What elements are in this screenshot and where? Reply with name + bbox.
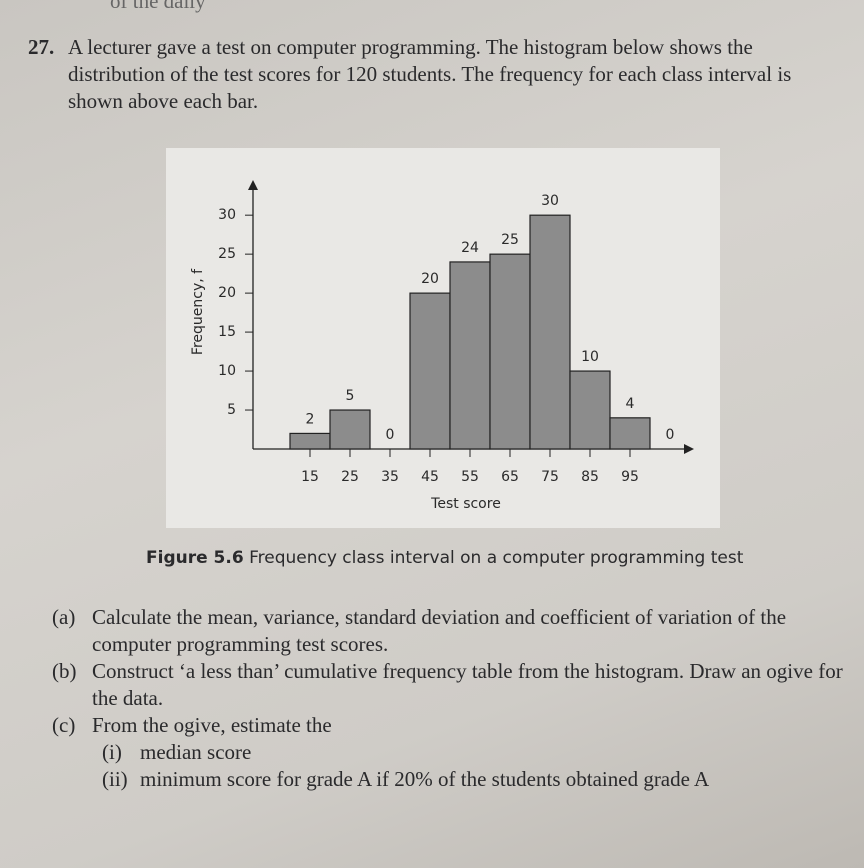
value-label: 10 [581,349,599,365]
value-label: 0 [386,427,395,443]
x-tick-label: 95 [621,469,639,485]
bar [449,261,491,450]
value-label: 5 [346,388,355,404]
x-tick-label: 65 [501,469,519,485]
value-label: 2 [306,411,315,427]
x-tick-label: 85 [581,469,599,485]
part-label: (a) [52,605,76,629]
x-tick-label: 75 [541,469,559,485]
x-tick-label: 15 [301,469,319,485]
subpart-text: minimum score for grade A if 20% of the … [140,767,710,791]
x-tick-label: 25 [341,469,359,485]
subpart-label: (ii) [102,767,128,791]
figure-label: Figure 5.6 [146,548,244,568]
value-label: 20 [421,271,439,287]
bar [529,214,571,450]
bar [329,409,371,450]
bar [489,253,531,450]
bar [609,417,651,450]
y-tick-label: 30 [218,207,236,223]
subpart-ii: (ii) minimum score for grade A if 20% of… [52,766,847,793]
y-tick-label: 5 [227,402,236,418]
x-tick-label: 55 [461,469,479,485]
y-axis-label: Frequency, f [190,268,206,355]
value-label: 25 [501,232,519,248]
y-tick-label: 15 [218,324,236,340]
parts: (a) Calculate the mean, variance, standa… [52,604,847,793]
value-label: 0 [666,427,675,443]
part-label: (c) [52,713,76,737]
subpart-i: (i) median score [52,739,847,766]
y-tick-label: 10 [218,363,236,379]
x-tick-label: 45 [421,469,439,485]
header-fragment: of the daily [110,0,206,13]
part-text: Calculate the mean, variance, standard d… [92,605,787,656]
y-tick-label: 20 [218,285,236,301]
y-axis-arrow [248,180,258,190]
x-axis-arrow [684,444,694,454]
figure-caption-text: Frequency class interval on a computer p… [249,548,744,568]
value-label: 4 [626,396,635,412]
part-text: From the ogive, estimate the [92,713,332,737]
part-c: (c) From the ogive, estimate the [52,712,847,739]
part-label: (b) [52,659,77,683]
bar [569,370,611,450]
question-number: 27. [28,35,55,59]
part-b: (b) Construct ‘a less than’ cumulative f… [52,658,847,712]
x-axis-label: Test score [430,496,501,512]
value-label: 30 [541,193,559,209]
subpart-label: (i) [102,740,122,764]
bar [409,292,451,450]
value-label: 24 [461,240,479,256]
part-a: (a) Calculate the mean, variance, standa… [52,604,847,658]
question-text: A lecturer gave a test on computer progr… [68,35,792,113]
x-tick-label: 35 [381,469,399,485]
bar [289,432,331,450]
y-tick-label: 25 [218,246,236,262]
part-text: Construct ‘a less than’ cumulative frequ… [92,659,843,710]
figure-caption: Figure 5.6 Frequency class interval on a… [146,548,743,568]
question: 27. A lecturer gave a test on computer p… [28,34,843,115]
subpart-text: median score [140,740,252,764]
